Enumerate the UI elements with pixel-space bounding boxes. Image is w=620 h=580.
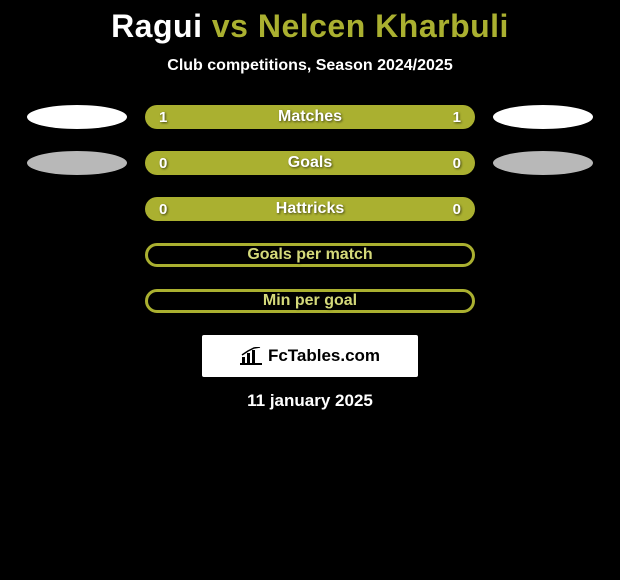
right-value: 1: [453, 109, 461, 126]
stat-row: Min per goal: [0, 289, 620, 313]
stat-label: Matches: [278, 108, 342, 126]
stat-row: 0 Goals 0: [0, 151, 620, 175]
right-value: 0: [453, 155, 461, 172]
chart-icon: [240, 347, 262, 365]
stat-label: Goals: [288, 154, 332, 172]
stat-bar: Min per goal: [145, 289, 475, 313]
logo-text: FcTables.com: [268, 346, 380, 366]
stat-bar: 0 Hattricks 0: [145, 197, 475, 221]
left-value: 1: [159, 109, 167, 126]
stat-label: Hattricks: [276, 200, 344, 218]
right-value: 0: [453, 201, 461, 218]
left-value: 0: [159, 155, 167, 172]
player2-name: Nelcen Kharbuli: [258, 8, 509, 44]
date-label: 11 january 2025: [0, 391, 620, 411]
title: Ragui vs Nelcen Kharbuli: [0, 8, 620, 45]
stat-row: 1 Matches 1: [0, 105, 620, 129]
right-disc: [493, 105, 593, 129]
vs-label: vs: [212, 8, 249, 44]
stat-row: 0 Hattricks 0: [0, 197, 620, 221]
source-logo: FcTables.com: [202, 335, 418, 377]
comparison-infographic: Ragui vs Nelcen Kharbuli Club competitio…: [0, 0, 620, 411]
stat-row: Goals per match: [0, 243, 620, 267]
stat-bar: 1 Matches 1: [145, 105, 475, 129]
stat-label: Goals per match: [247, 246, 372, 264]
player1-name: Ragui: [111, 8, 202, 44]
subtitle: Club competitions, Season 2024/2025: [0, 57, 620, 75]
left-disc: [27, 151, 127, 175]
stat-label: Min per goal: [263, 292, 357, 310]
right-disc: [493, 151, 593, 175]
left-value: 0: [159, 201, 167, 218]
stat-rows: 1 Matches 1 0 Goals 0 0 Hattricks 0 Goals per mat…: [0, 105, 620, 313]
stat-bar: Goals per match: [145, 243, 475, 267]
stat-bar: 0 Goals 0: [145, 151, 475, 175]
left-disc: [27, 105, 127, 129]
